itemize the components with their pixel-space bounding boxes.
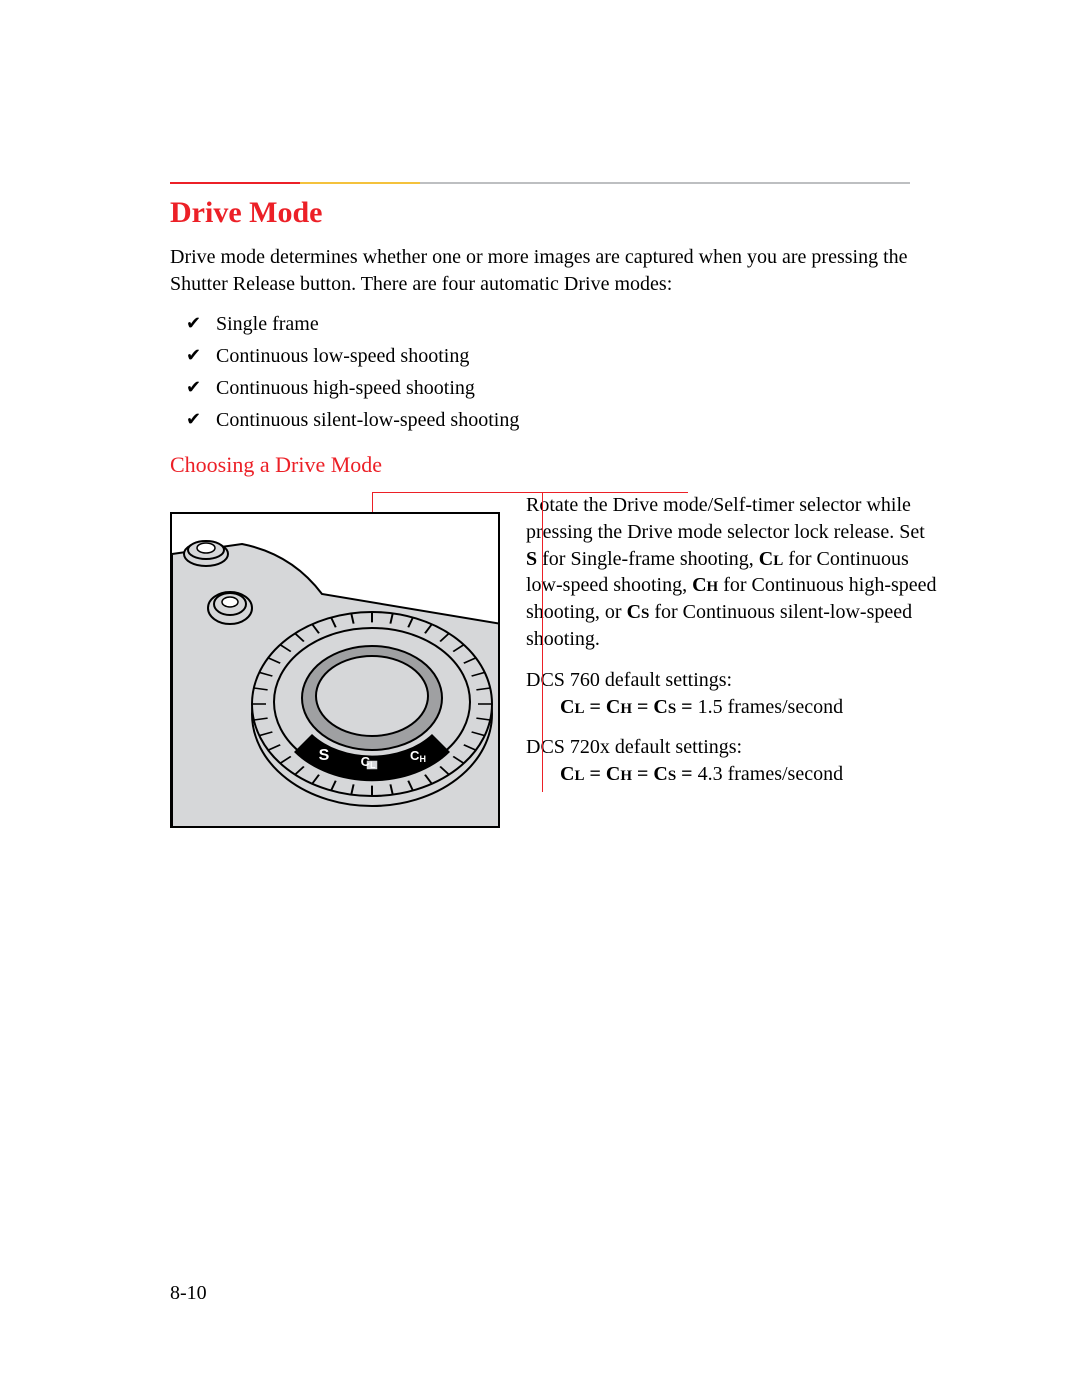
header-rule-red [170, 182, 300, 184]
list-item: Single frame [216, 310, 940, 338]
list-item: Continuous low-speed shooting [216, 342, 940, 370]
figure-column: S CL CH [170, 492, 500, 828]
callout-line [372, 492, 688, 493]
callout-line [542, 492, 543, 792]
section-subheading: Choosing a Drive Mode [170, 452, 940, 478]
page-title: Drive Mode [170, 196, 940, 230]
header-rule-yellow [300, 182, 420, 184]
instruction-column: Rotate the Drive mode/Self-timer selecto… [526, 492, 940, 802]
drive-modes-list: Single frame Continuous low-speed shooti… [170, 310, 940, 434]
list-item: Continuous silent-low-speed shooting [216, 406, 940, 434]
header-rule-grey [420, 182, 910, 184]
list-item: Continuous high-speed shooting [216, 374, 940, 402]
instruction-paragraph: Rotate the Drive mode/Self-timer selecto… [526, 492, 940, 653]
intro-paragraph: Drive mode determines whether one or mor… [170, 244, 940, 298]
drive-mode-dial-figure: S CL CH [170, 512, 500, 828]
page-number: 8-10 [170, 1282, 207, 1305]
dial-label-s: S [319, 747, 330, 764]
defaults-760: DCS 760 default settings: CL = CH = CS =… [526, 667, 940, 721]
defaults-720x: DCS 720x default settings: CL = CH = CS … [526, 734, 940, 788]
